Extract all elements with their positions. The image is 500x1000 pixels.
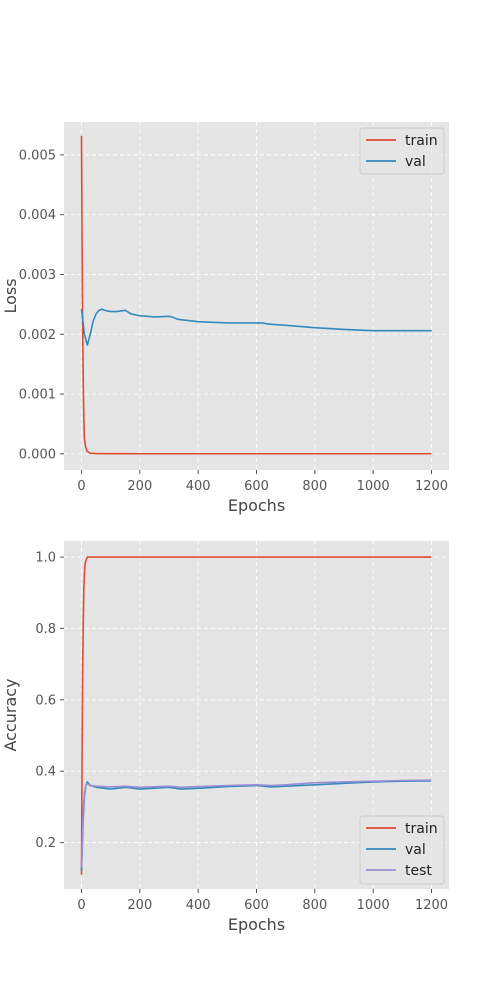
x-tick-label: 0	[77, 898, 85, 913]
series-line-train	[80, 135, 432, 455]
y-tick-label: 0.001	[19, 388, 56, 403]
y-tick-label: 0.003	[19, 268, 56, 283]
x-tick-label: 0	[77, 479, 85, 494]
y-tick-label: 0.004	[19, 208, 56, 223]
y-axis-label: Loss	[1, 278, 20, 313]
series-line-val	[80, 308, 432, 346]
legend-box	[359, 815, 445, 885]
legend-label-val: val	[405, 842, 426, 858]
legend-label-test: test	[405, 863, 432, 879]
x-tick-label: 400	[186, 898, 211, 913]
legend-label-train: train	[405, 133, 438, 149]
x-tick-label: 600	[244, 479, 269, 494]
loss-chart: 0 200 400 600 800 1000 1200 0.000 0.001 0.002 0.00…	[1, 122, 449, 515]
x-tick-label: 200	[127, 898, 152, 913]
x-tick-label: 1000	[357, 898, 390, 913]
x-tick-label: 800	[302, 898, 327, 913]
x-tick-label: 1200	[415, 479, 448, 494]
y-tick-label: 0.005	[19, 148, 56, 163]
y-tick-label: 0.4	[35, 765, 56, 780]
accuracy-chart: 0 200 400 600 800 1000 1200 0.2 0.4 0.6 0.8 1.0 Epoc…	[1, 541, 449, 934]
legend: train val	[359, 127, 445, 175]
y-tick-label: 0.6	[35, 693, 56, 708]
y-tick-label: 0.002	[19, 328, 56, 343]
x-tick-label: 600	[244, 898, 269, 913]
y-axis-label: Accuracy	[1, 678, 20, 751]
x-tick-label: 1000	[357, 479, 390, 494]
x-axis-label: Epochs	[228, 915, 285, 934]
y-tick-label: 0.8	[35, 622, 56, 637]
legend: train val test	[359, 815, 445, 885]
legend-label-train: train	[405, 821, 438, 837]
series-line-train	[80, 556, 432, 875]
x-axis-label: Epochs	[228, 496, 285, 515]
y-tick-label: 1.0	[35, 551, 56, 566]
y-tick-label: 0.2	[35, 836, 56, 851]
x-tick-label: 800	[302, 479, 327, 494]
x-tick-label: 400	[186, 479, 211, 494]
x-tick-label: 200	[127, 479, 152, 494]
legend-label-val: val	[405, 154, 426, 170]
series-line-test	[80, 779, 432, 868]
x-tick-label: 1200	[415, 898, 448, 913]
y-tick-label: 0.000	[19, 447, 56, 462]
